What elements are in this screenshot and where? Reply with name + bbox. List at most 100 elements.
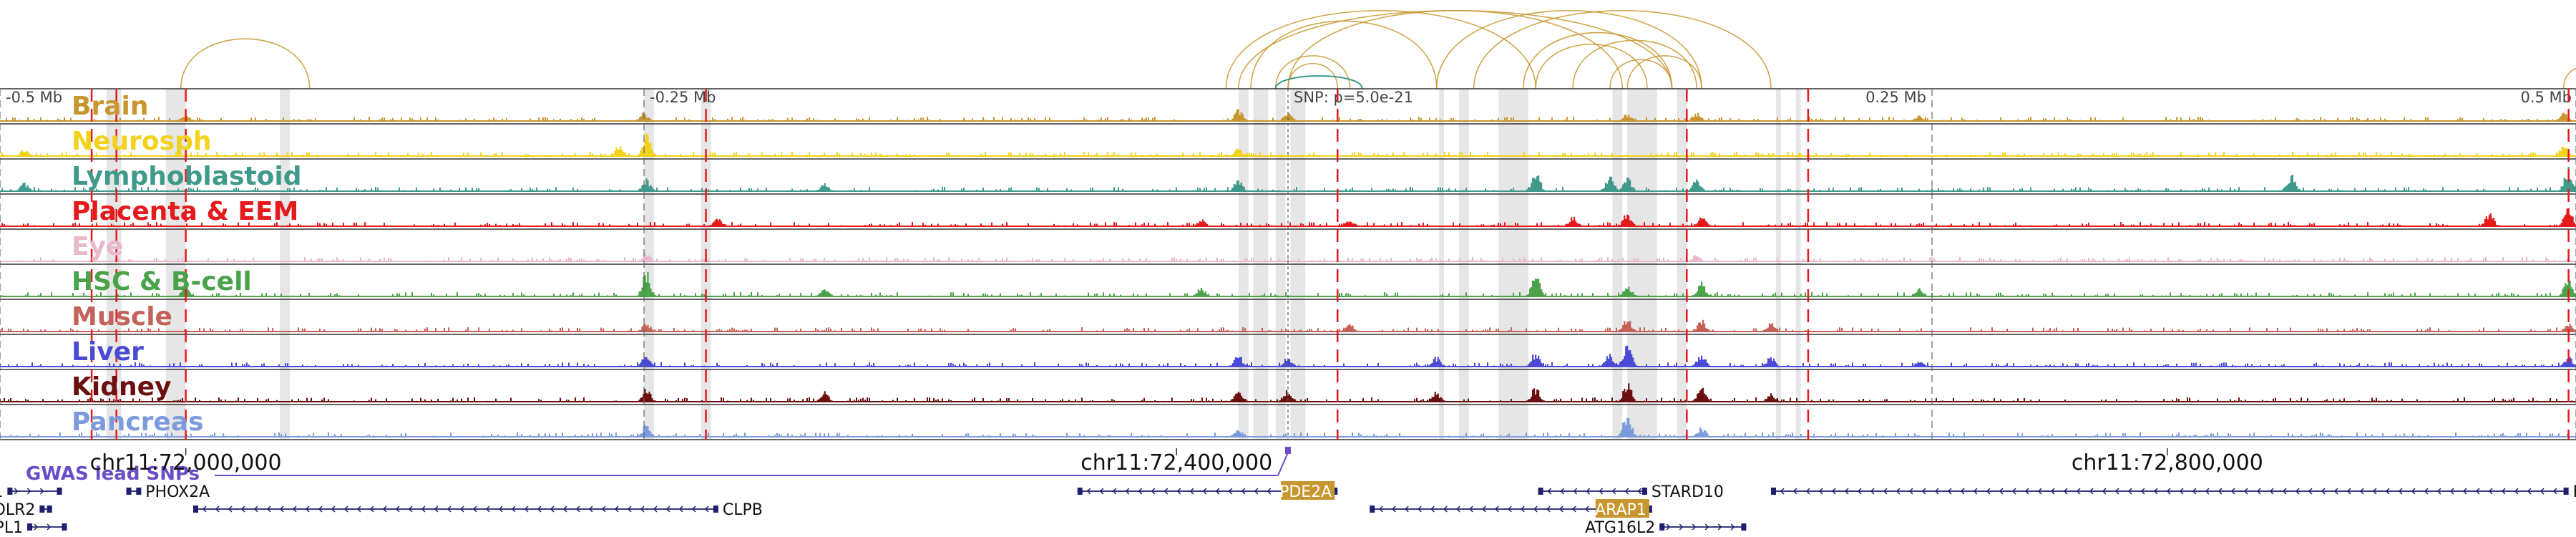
track-peak [1428, 357, 1446, 367]
strand-arrow [2372, 488, 2377, 495]
track-neurosph [0, 123, 2576, 157]
gene-exon [27, 523, 33, 531]
gene-fchsd2: FCHSD2 [1771, 483, 2576, 501]
strand-arrow [2205, 488, 2210, 495]
strand-arrow [1521, 505, 1525, 513]
strand-arrow [2295, 488, 2300, 495]
track-peak [1692, 355, 1710, 367]
strand-arrow [1730, 523, 1735, 531]
interaction-loop [1609, 59, 1673, 90]
interaction-loop [1626, 55, 1702, 90]
track-label: Liver [72, 337, 144, 367]
gene-label: ATG16L2 [1585, 519, 1655, 537]
track-peak [2281, 175, 2301, 191]
track-peak [1911, 288, 1928, 296]
track-peak [1229, 392, 1248, 402]
gene-phox2a: PHOX2A [126, 483, 210, 501]
strand-arrow [550, 505, 555, 513]
track-peak [1525, 175, 1547, 191]
track-noise [0, 397, 2572, 402]
strand-arrow [26, 488, 31, 495]
strand-arrow [691, 505, 696, 513]
strand-arrow [1960, 488, 1965, 495]
strand-arrow [1717, 523, 1722, 531]
gene-clpb: CLPB [193, 501, 763, 519]
gene-label: FOLR2 [0, 501, 35, 519]
track-peak [16, 183, 34, 191]
gene-exon [2563, 488, 2569, 495]
strand-arrow [1267, 488, 1272, 495]
gene-exon [1741, 523, 1747, 531]
strand-arrow [1469, 505, 1473, 513]
strand-arrow [331, 505, 336, 513]
interaction-loop [1274, 75, 1363, 90]
strand-arrow [1921, 488, 1926, 495]
track-label: Kidney [72, 372, 172, 402]
strand-arrow [1637, 488, 1642, 495]
strand-arrow [1254, 488, 1259, 495]
track-peak [1278, 390, 1298, 402]
track-peak [638, 253, 656, 261]
track-peak [1342, 221, 1358, 226]
gene-exon [1077, 488, 1083, 495]
relative-axis: -0.5 Mb -0.25 Mb 0.25 Mb 0.5 Mb SNP: p=5.0e-… [0, 89, 2576, 440]
track-noise [0, 362, 2570, 367]
strand-arrow [1934, 488, 1939, 495]
strand-arrow [1392, 505, 1396, 513]
relative-axis-label: -0.5 Mb [6, 89, 62, 106]
strand-arrow [1379, 505, 1383, 513]
track-label: Neurosph [72, 127, 212, 156]
gene-highlight-box [1595, 499, 1649, 518]
gene-label: FOLR1 [0, 483, 3, 501]
strand-arrow [2514, 488, 2519, 495]
gene-exon [136, 488, 142, 495]
strand-arrow [1870, 488, 1875, 495]
gene-exon [7, 488, 13, 495]
strand-arrow [240, 505, 245, 513]
strand-arrow [678, 505, 683, 513]
track-peak [1526, 278, 1547, 296]
strand-arrow [369, 505, 374, 513]
gene-exon [193, 505, 198, 513]
strand-arrow [1883, 488, 1888, 495]
strand-arrow [1780, 488, 1785, 495]
strand-arrow [343, 505, 348, 513]
track-peak [2560, 324, 2576, 332]
strand-arrow [34, 523, 39, 531]
strand-arrow [2346, 488, 2351, 495]
strand-arrow [1482, 505, 1486, 513]
strand-arrow [2243, 488, 2248, 495]
track-brain [0, 88, 2576, 122]
strand-arrow [627, 505, 632, 513]
relative-axis-label: 0.25 Mb [1865, 89, 1926, 106]
strand-arrow [653, 505, 658, 513]
strand-arrow [2153, 488, 2158, 495]
strand-arrow [1125, 488, 1130, 495]
strand-arrow [575, 505, 580, 513]
interaction-loop [1225, 10, 1536, 90]
strand-arrow [2552, 488, 2557, 495]
interaction-loop [1435, 10, 1702, 90]
strand-arrow [2385, 488, 2390, 495]
strand-arrow [253, 505, 258, 513]
strand-arrow [1430, 505, 1435, 513]
strand-arrow [2436, 488, 2441, 495]
track-label: HSC & B-cell [72, 267, 252, 296]
interaction-loop [1535, 43, 1648, 90]
track-peak [1911, 115, 1928, 121]
gene-label: PDE2A [1279, 483, 1332, 501]
gene-exon [126, 488, 132, 495]
relative-axis-label: 0.5 Mb [2520, 89, 2572, 106]
track-peak [1279, 113, 1297, 121]
gene-exon [1538, 488, 1543, 495]
strand-arrow [1560, 488, 1565, 495]
strand-arrow [2321, 488, 2326, 495]
strand-arrow [485, 505, 490, 513]
strand-arrow [2127, 488, 2132, 495]
strand-arrow [1215, 488, 1220, 495]
track-label: Pancreas [72, 407, 204, 437]
track-label: Eye [72, 232, 123, 261]
genomic-axis-label: chr11:72,000,000 [90, 450, 282, 475]
track-peak [1911, 362, 1928, 367]
gene-exon [713, 505, 718, 513]
